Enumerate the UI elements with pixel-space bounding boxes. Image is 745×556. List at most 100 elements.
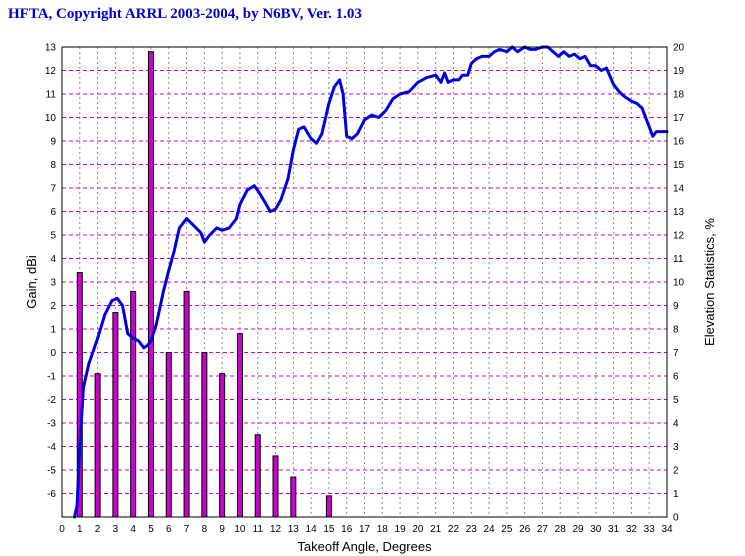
y-left-tick-label: -5 bbox=[47, 466, 56, 477]
x-axis-title: Takeoff Angle, Degrees bbox=[297, 539, 432, 554]
x-tick-label: 18 bbox=[377, 524, 389, 535]
y-right-tick-label: 17 bbox=[673, 113, 685, 124]
y-left-tick-label: 0 bbox=[50, 348, 56, 359]
y-left-tick-label: 8 bbox=[50, 160, 56, 171]
x-tick-label: 29 bbox=[572, 524, 584, 535]
grid-lines bbox=[62, 47, 667, 517]
y-left-tick-label: -3 bbox=[47, 419, 56, 430]
elevation-bar bbox=[254, 434, 261, 518]
x-tick-label: 13 bbox=[288, 524, 300, 535]
elevation-bar bbox=[130, 290, 137, 518]
x-tick-label: 11 bbox=[253, 524, 264, 535]
plot-frame bbox=[61, 46, 668, 518]
x-tick-label: 10 bbox=[234, 524, 246, 535]
x-tick-label: 1 bbox=[77, 524, 83, 535]
x-tick-label: 19 bbox=[395, 524, 407, 535]
x-tick-label: 26 bbox=[519, 524, 531, 535]
y-left-tick-label: 13 bbox=[45, 43, 57, 54]
x-tick-label: 23 bbox=[466, 524, 478, 535]
chart-title: HFTA, Copyright ARRL 2003-2004, by N6BV,… bbox=[8, 6, 362, 22]
x-tick-label: 2 bbox=[95, 524, 101, 535]
y-left-tick-label: 7 bbox=[50, 184, 56, 195]
y-right-tick-label: 3 bbox=[673, 442, 679, 453]
y-left-tick-label: 12 bbox=[45, 66, 57, 77]
y-left-tick-label: -2 bbox=[47, 395, 56, 406]
x-tick-label: 31 bbox=[608, 524, 620, 535]
y-left-tick-label: 4 bbox=[50, 254, 56, 265]
x-tick-label: 5 bbox=[148, 524, 154, 535]
y-right-tick-label: 15 bbox=[673, 160, 685, 171]
y-right-tick-label: 4 bbox=[673, 419, 679, 430]
x-tick-label: 6 bbox=[166, 524, 172, 535]
x-tick-label: 15 bbox=[323, 524, 335, 535]
elevation-bar bbox=[201, 352, 208, 518]
x-tick-label: 14 bbox=[306, 524, 318, 535]
x-tick-label: 8 bbox=[202, 524, 208, 535]
elevation-bar bbox=[325, 495, 332, 518]
y-right-tick-label: 12 bbox=[673, 231, 685, 242]
y-right-axis-title: Elevation Statistics, % bbox=[702, 218, 717, 346]
elevation-bar bbox=[219, 373, 226, 518]
y-right-tick-label: 0 bbox=[673, 513, 679, 524]
y-right-tick-label: 11 bbox=[673, 254, 684, 265]
elevation-bar bbox=[272, 455, 279, 518]
y-right-tick-label: 9 bbox=[673, 301, 679, 312]
x-tick-label: 22 bbox=[448, 524, 460, 535]
x-tick-label: 20 bbox=[412, 524, 424, 535]
y-left-tick-label: 10 bbox=[45, 113, 57, 124]
x-tick-label: 7 bbox=[184, 524, 190, 535]
elevation-bar bbox=[94, 373, 101, 518]
y-left-tick-label: 5 bbox=[50, 231, 56, 242]
x-tick-label: 12 bbox=[270, 524, 282, 535]
x-tick-label: 32 bbox=[626, 524, 638, 535]
y-right-tick-label: 18 bbox=[673, 90, 685, 101]
y-right-tick-label: 2 bbox=[673, 466, 679, 477]
y-left-tick-label: 6 bbox=[50, 207, 56, 218]
x-tick-label: 0 bbox=[59, 524, 65, 535]
y-left-tick-label: -1 bbox=[47, 372, 56, 383]
x-tick-label: 21 bbox=[430, 524, 442, 535]
x-tick-label: 4 bbox=[130, 524, 136, 535]
x-tick-label: 27 bbox=[537, 524, 549, 535]
y-left-tick-label: -6 bbox=[47, 489, 56, 500]
x-tick-labels: 0 1 2 3 4 5 6 7 8 9 10 11 12 13 14 15 16 17 18 19 20 21 22 23 24… bbox=[59, 524, 673, 535]
elevation-bar bbox=[112, 312, 119, 518]
x-tick-label: 17 bbox=[359, 524, 371, 535]
x-tick-label: 16 bbox=[341, 524, 353, 535]
elevation-statistics-bars bbox=[76, 51, 332, 518]
y-right-tick-label: 20 bbox=[673, 43, 685, 54]
y-left-axis-title: Gain, dBi bbox=[24, 255, 39, 309]
y-right-tick-label: 10 bbox=[673, 278, 685, 289]
elevation-bar bbox=[236, 333, 243, 518]
x-tick-label: 34 bbox=[661, 524, 673, 535]
elevation-bar bbox=[165, 352, 172, 518]
x-tick-label: 3 bbox=[113, 524, 119, 535]
x-tick-label: 28 bbox=[555, 524, 567, 535]
gain-series-line bbox=[73, 45, 669, 519]
elevation-bar bbox=[183, 290, 190, 518]
y-right-tick-label: 13 bbox=[673, 207, 685, 218]
y-right-tick-label: 14 bbox=[673, 184, 685, 195]
y-left-tick-label: 3 bbox=[50, 278, 56, 289]
y-right-tick-label: 19 bbox=[673, 66, 685, 77]
y-right-tick-label: 1 bbox=[673, 489, 679, 500]
x-tick-label: 30 bbox=[590, 524, 602, 535]
y-right-tick-label: 7 bbox=[673, 348, 679, 359]
x-tick-label: 9 bbox=[219, 524, 225, 535]
y-left-tick-label: 11 bbox=[46, 90, 57, 101]
x-tick-label: 25 bbox=[501, 524, 513, 535]
y-right-tick-label: 8 bbox=[673, 325, 679, 336]
y-right-tick-label: 16 bbox=[673, 137, 685, 148]
x-tick-label: 24 bbox=[483, 524, 495, 535]
y-right-tick-label: 6 bbox=[673, 372, 679, 383]
y-left-tick-label: 2 bbox=[50, 301, 56, 312]
y-left-tick-label: -4 bbox=[47, 442, 56, 453]
y-left-tick-label: 1 bbox=[50, 325, 56, 336]
y-right-tick-label: 5 bbox=[673, 395, 679, 406]
x-tick-label: 33 bbox=[644, 524, 656, 535]
elevation-bar bbox=[147, 51, 154, 518]
y-left-tick-label: 9 bbox=[50, 137, 56, 148]
